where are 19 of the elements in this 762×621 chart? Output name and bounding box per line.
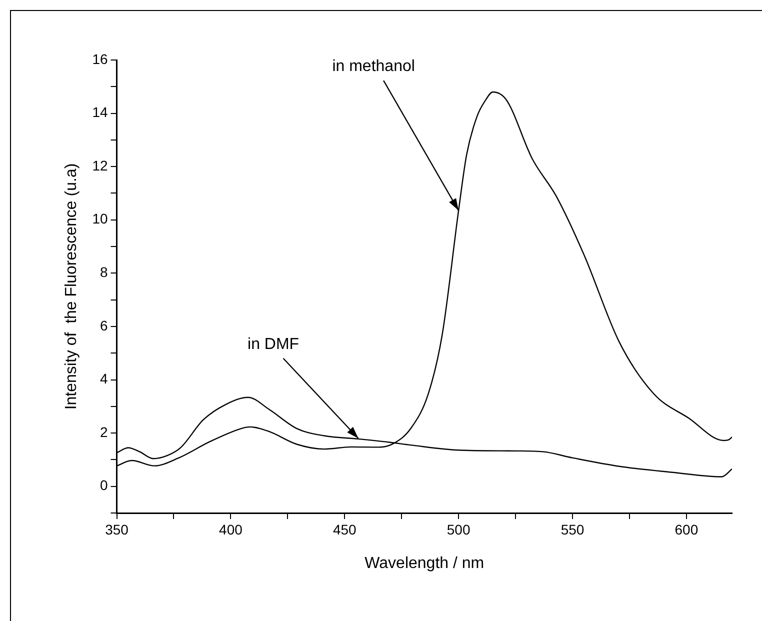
x-axis-title: Wavelength / nm <box>364 554 484 572</box>
annotation: in methanol <box>332 58 415 75</box>
y-tick-label: 4 <box>100 370 108 387</box>
y-tick-label: 2 <box>100 424 108 440</box>
x-tick-label: 550 <box>560 521 584 538</box>
y-tick-label: 8 <box>100 264 108 280</box>
y-tick-label: 16 <box>92 50 108 67</box>
y-tick-label: 14 <box>92 104 108 120</box>
x-tick-label: 350 <box>105 521 129 538</box>
y-tick-label: 0 <box>100 477 108 494</box>
x-tick-label: 400 <box>219 521 243 538</box>
y-tick-label: 6 <box>100 317 108 334</box>
x-tick-label: 600 <box>674 521 698 538</box>
x-tick-label: 500 <box>446 521 470 538</box>
y-axis-title: Intensity of the Fluorescence (u.a) <box>63 163 80 410</box>
annotation: in DMF <box>248 336 300 353</box>
y-tick-label: 10 <box>92 210 108 227</box>
x-tick-label: 450 <box>332 521 357 538</box>
y-tick-label: 12 <box>92 157 108 174</box>
